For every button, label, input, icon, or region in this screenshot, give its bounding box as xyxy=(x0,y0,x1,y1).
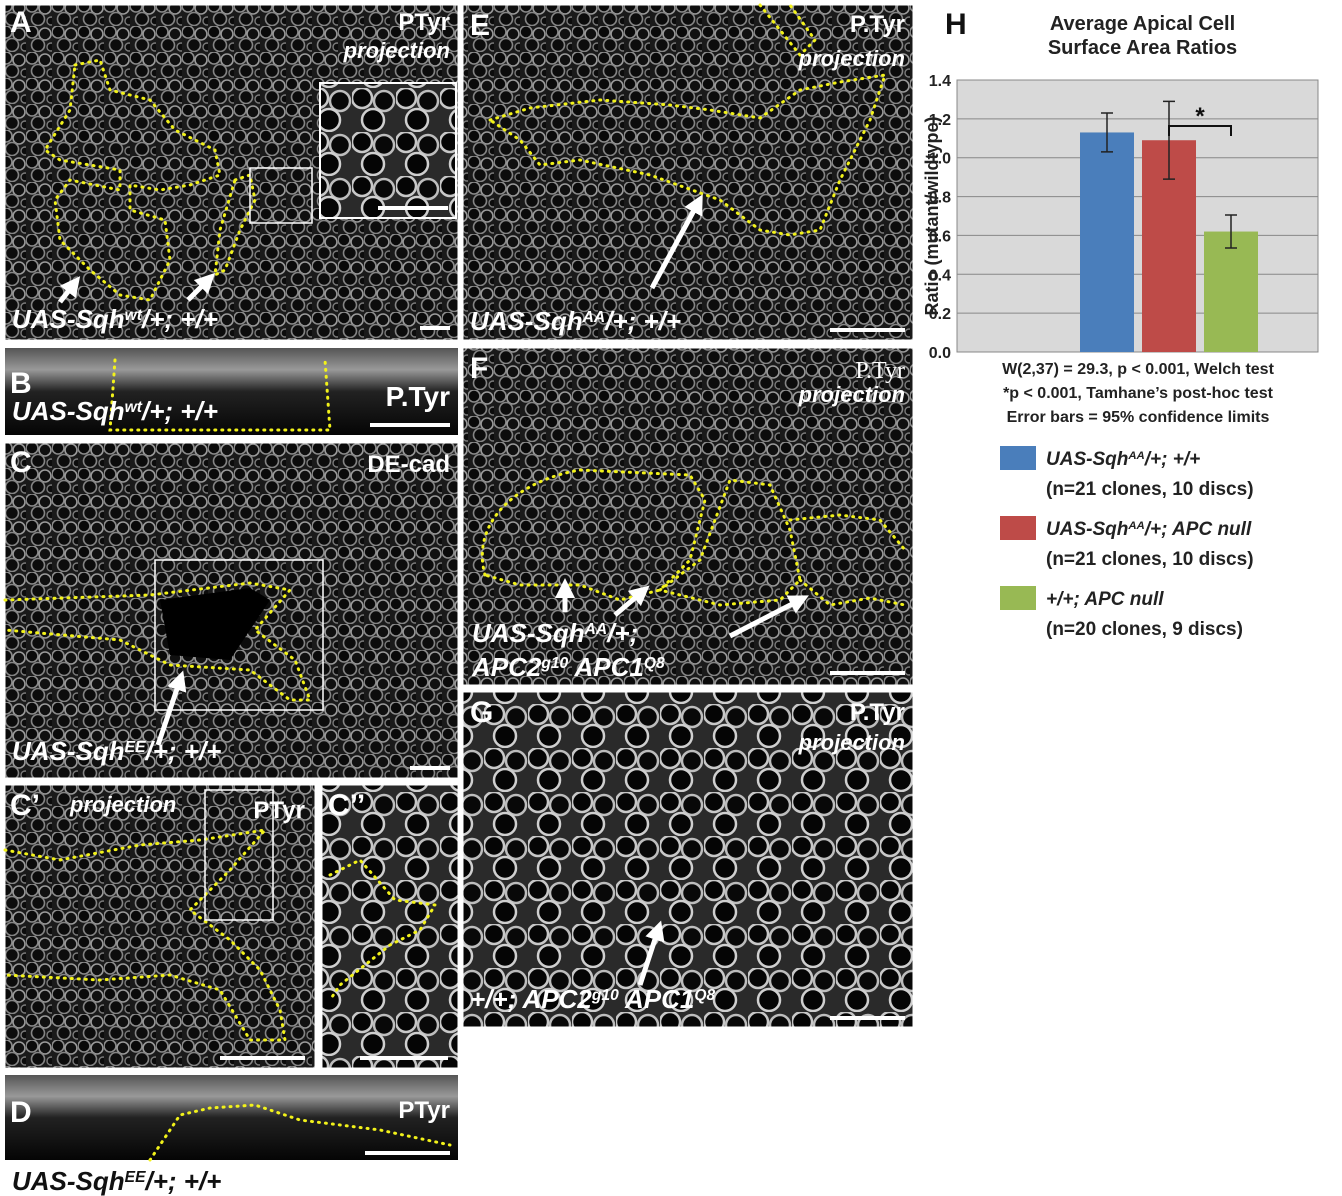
panel-label: A xyxy=(10,6,32,39)
genotype-part: g10 xyxy=(540,655,568,672)
panel-label: F xyxy=(470,352,488,385)
panel-label: G xyxy=(470,696,493,729)
legend-label-part: /+; APC null xyxy=(1144,519,1252,540)
genotype: UAS-Sqhwt/+; +/+ xyxy=(12,396,218,426)
genotype-part: /+; xyxy=(606,618,638,648)
genotype-part: UAS-Sqh xyxy=(12,396,125,426)
genotype-part: UAS-Sqh xyxy=(12,304,125,334)
genotype-part: UAS-Sqh xyxy=(12,736,125,766)
legend-detail: (n=20 clones, 9 discs) xyxy=(1046,619,1243,640)
genotype-part: APC2 xyxy=(471,652,542,682)
genotype-part: UAS-Sqh xyxy=(12,1166,125,1196)
legend-label-part: /+; +/+ xyxy=(1144,449,1200,470)
image-c1 xyxy=(5,785,315,1068)
panel-label: H xyxy=(945,8,967,41)
genotype: APC2g10 APC1Q8 xyxy=(471,652,665,682)
note-label: projection xyxy=(798,382,905,407)
bar xyxy=(1080,132,1134,352)
legend-swatch xyxy=(1000,516,1036,540)
genotype-part: APC1 xyxy=(568,652,644,682)
legend-label: +/+; APC null xyxy=(1046,589,1164,610)
channel-label: PTyr xyxy=(398,9,450,36)
channel-label: DE-cad xyxy=(367,451,450,478)
panel-label: C’ xyxy=(10,789,40,822)
genotype: UAS-SqhAA/+; +/+ xyxy=(470,306,681,336)
legend-label-part: UAS-Sqh xyxy=(1046,449,1128,470)
legend-detail: (n=21 clones, 10 discs) xyxy=(1046,479,1254,500)
image-c2 xyxy=(322,785,458,1068)
chart-title: Average Apical Cell Surface Area Ratios xyxy=(1025,12,1260,60)
genotype-part: g10 xyxy=(591,987,619,1004)
genotype-part: /+; +/+ xyxy=(144,1166,221,1196)
panel-label: D xyxy=(10,1096,32,1129)
legend-label: UAS-SqhAA/+; APC null xyxy=(1046,519,1252,540)
genotype: UAS-SqhEE/+; +/+ xyxy=(12,736,221,766)
genotype-part: EE xyxy=(125,739,146,756)
genotype: UAS-Sqhwt/+; +/+ xyxy=(12,304,218,334)
bar xyxy=(1204,232,1258,352)
genotype-part: wt xyxy=(125,399,143,416)
channel-label: P.Tyr xyxy=(855,358,905,384)
legend-label-part: AA xyxy=(1127,520,1144,532)
genotype-part: /+; +/+ xyxy=(144,736,221,766)
genotype-part: +/+; APC2 xyxy=(470,984,592,1014)
y-axis-label: Ratio (mutant/wildtype) xyxy=(922,117,942,316)
genotype-part: /+; +/+ xyxy=(141,304,218,334)
figure: APTyrprojectionUAS-Sqhwt/+; +/+BP.TyrUAS… xyxy=(0,0,1342,1196)
genotype-part: /+; +/+ xyxy=(604,306,681,336)
stat-note: *p < 0.001, Tamhane’s post-hoc test xyxy=(1003,385,1274,402)
y-tick-label: 0.0 xyxy=(929,345,951,362)
stat-note: W(2,37) = 29.3, p < 0.001, Welch test xyxy=(1002,361,1275,378)
note-label: projection xyxy=(798,46,905,71)
channel-label: P.Tyr xyxy=(386,381,450,412)
inset-a xyxy=(320,83,456,218)
legend-label-part: UAS-Sqh xyxy=(1046,519,1128,540)
genotype-part: AA xyxy=(584,621,608,638)
image-d xyxy=(5,1075,458,1160)
panel-label: C’’ xyxy=(328,789,365,822)
legend-label-part: AA xyxy=(1127,450,1144,462)
note-label: projection xyxy=(343,38,450,63)
legend-swatch xyxy=(1000,446,1036,470)
panel-label: C xyxy=(10,446,32,479)
genotype-part: Q8 xyxy=(644,655,665,672)
significance-label: * xyxy=(1195,103,1205,130)
genotype-part: EE xyxy=(125,1169,146,1186)
note-label: projection xyxy=(798,730,905,755)
legend-detail: (n=21 clones, 10 discs) xyxy=(1046,549,1254,570)
channel-label: P.Tyr xyxy=(850,699,905,726)
legend-label: UAS-SqhAA/+; +/+ xyxy=(1046,449,1200,470)
channel-label: P.Tyr xyxy=(850,11,905,38)
channel-label: PTyr xyxy=(398,1097,450,1124)
y-tick-label: 1.4 xyxy=(929,73,951,90)
genotype: UAS-SqhAA/+; xyxy=(472,618,638,648)
plot-area xyxy=(957,80,1318,352)
figure-canvas: APTyrprojectionUAS-Sqhwt/+; +/+BP.TyrUAS… xyxy=(0,0,1342,1196)
note-label: projection xyxy=(69,792,176,817)
genotype: UAS-SqhEE/+; +/+ xyxy=(12,1166,221,1196)
stat-note: Error bars = 95% confidence limits xyxy=(1007,409,1270,426)
panel-label: E xyxy=(470,9,490,42)
genotype-part: AA xyxy=(582,309,606,326)
genotype-part: wt xyxy=(125,307,143,324)
genotype-part: /+; +/+ xyxy=(141,396,218,426)
genotype-part: UAS-Sqh xyxy=(470,306,583,336)
genotype-part: Q8 xyxy=(694,987,715,1004)
channel-label: PTyr xyxy=(253,797,305,824)
genotype-part: UAS-Sqh xyxy=(472,618,585,648)
legend-label-part: +/+; APC null xyxy=(1046,589,1164,610)
legend-swatch xyxy=(1000,586,1036,610)
genotype-part: APC1 xyxy=(619,984,695,1014)
